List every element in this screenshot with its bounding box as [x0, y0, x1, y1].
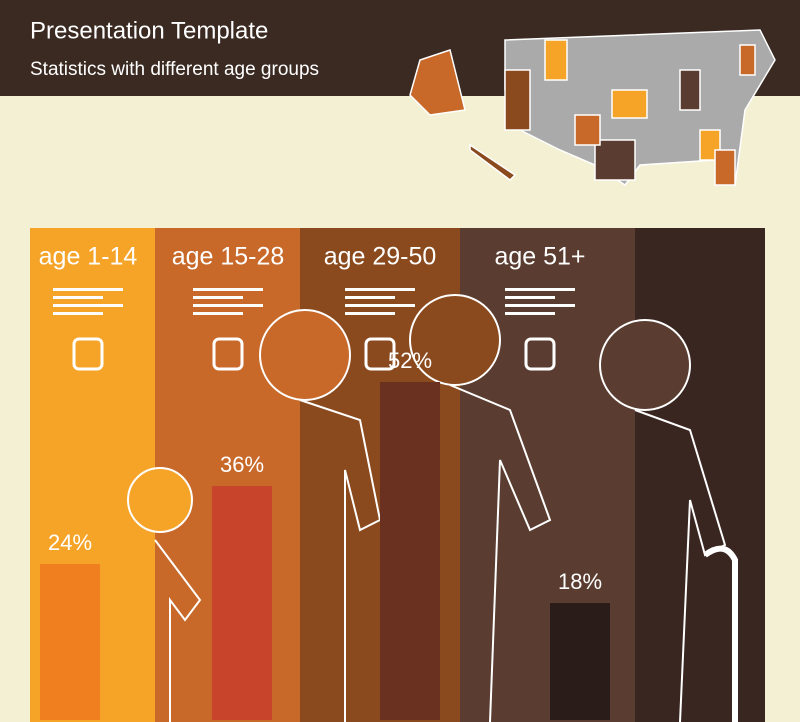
value-label: 52% — [388, 348, 432, 373]
text-placeholder — [505, 296, 555, 299]
silhouettes — [127, 294, 738, 722]
value-label: 24% — [48, 530, 92, 555]
text-placeholder — [505, 288, 575, 291]
text-placeholder — [53, 304, 123, 307]
us-map — [409, 29, 776, 187]
bar — [550, 603, 610, 720]
icon — [364, 337, 396, 371]
value-label: 18% — [558, 569, 602, 594]
category-label: age 51+ — [494, 243, 585, 271]
category-label: age 29-50 — [324, 243, 437, 271]
panel — [635, 228, 765, 722]
category-label: age 15-28 — [172, 243, 285, 271]
bar — [212, 486, 272, 720]
text-placeholder — [345, 312, 395, 315]
text-placeholder — [53, 288, 123, 291]
title: Presentation Template — [30, 17, 268, 44]
text-placeholder — [53, 312, 103, 315]
text-placeholder — [193, 312, 243, 315]
text-placeholder — [193, 296, 243, 299]
text-placeholder — [345, 304, 415, 307]
icon — [524, 337, 556, 371]
category-label: age 1-14 — [39, 243, 138, 271]
text-placeholder — [505, 312, 555, 315]
bar — [380, 382, 440, 720]
text-placeholder — [345, 296, 395, 299]
text-placeholder — [345, 288, 415, 291]
text-placeholder — [193, 304, 263, 307]
text-placeholder — [505, 304, 575, 307]
bar — [40, 564, 100, 720]
value-label: 36% — [220, 452, 264, 477]
text-placeholder — [193, 288, 263, 291]
subtitle: Statistics with different age groups — [30, 59, 319, 80]
text-placeholder — [53, 296, 103, 299]
icon — [72, 337, 104, 371]
icon — [212, 337, 244, 371]
